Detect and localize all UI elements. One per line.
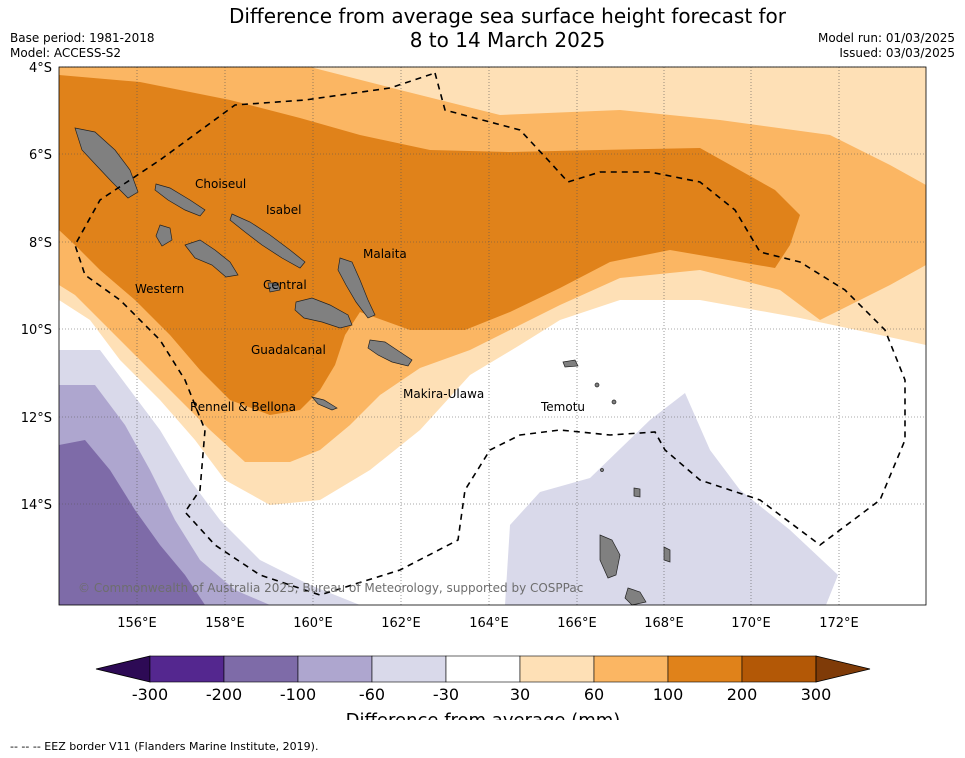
lat-label: 4°S	[29, 61, 52, 76]
colorbar-tick: 300	[801, 685, 832, 704]
colorbar-segment	[297, 655, 373, 683]
island-espiritu-santo	[599, 534, 621, 579]
colorbar-segment	[445, 655, 521, 683]
contour-neg-100-200	[59, 440, 205, 605]
lon-label: 160°E	[293, 616, 333, 631]
island-new-georgia	[184, 239, 239, 278]
latitude-labels: 4°S 6°S 8°S 10°S 12°S 14°S	[21, 61, 52, 513]
island-vanuatu-east	[663, 546, 671, 563]
colorbar-tick: -200	[206, 685, 242, 704]
model-name: Model: ACCESS-S2	[10, 46, 122, 60]
lat-label: 14°S	[21, 498, 52, 513]
lon-label: 162°E	[381, 616, 421, 631]
region-label-malaita: Malaita	[363, 247, 407, 261]
title-line-1: Difference from average sea surface heig…	[228, 4, 787, 28]
colorbar-tick: 100	[653, 685, 684, 704]
lon-label: 170°E	[731, 616, 771, 631]
colorbar-extend-high	[815, 655, 871, 683]
island-florida	[267, 282, 281, 293]
title-line-2: 8 to 14 March 2025	[409, 28, 606, 52]
island-small-3	[600, 468, 604, 472]
region-label-isabel: Isabel	[266, 203, 301, 217]
colorbar-tick: 30	[510, 685, 530, 704]
colorbar-tick: -100	[280, 685, 316, 704]
eez-footnote: -- -- -- EEZ border V11 (Flanders Marine…	[10, 740, 319, 753]
region-label-temotu: Temotu	[540, 400, 585, 414]
lon-label: 158°E	[205, 616, 245, 631]
island-small-1	[594, 382, 600, 388]
contour-layer	[59, 67, 926, 605]
lat-label: 10°S	[21, 323, 52, 338]
colorbar-tick: -300	[132, 685, 168, 704]
lat-label: 12°S	[21, 411, 52, 426]
colorbar-tick: 200	[727, 685, 758, 704]
colorbar-label: Difference from average (mm)	[346, 710, 621, 720]
lon-label: 164°E	[469, 616, 509, 631]
lon-label: 156°E	[117, 616, 157, 631]
island-isabel	[229, 213, 306, 269]
region-label-western: Western	[135, 282, 184, 296]
colorbar-segment	[223, 655, 299, 683]
island-small-2	[611, 399, 617, 405]
island-choiseul	[154, 183, 206, 217]
region-labels: Choiseul Isabel Malaita Western Central …	[135, 177, 585, 414]
island-makira	[367, 339, 413, 367]
base-period: Base period: 1981-2018	[10, 31, 155, 45]
lon-label: 172°E	[819, 616, 859, 631]
contour-neg-east	[505, 393, 838, 605]
colorbar-segment	[667, 655, 743, 683]
eez-border	[74, 71, 906, 596]
issued-date: Issued: 03/03/2025	[839, 46, 955, 60]
metadata-left: Base period: 1981-2018 Model: ACCESS-S2	[10, 31, 155, 61]
island-malaita	[337, 257, 376, 319]
island-santa-cruz	[562, 359, 579, 368]
map-title: Difference from average sea surface heig…	[150, 4, 865, 52]
island-vella	[155, 224, 173, 247]
colorbar-segment	[593, 655, 669, 683]
region-label-rennell-bellona: Rennell & Bellona	[190, 400, 296, 414]
colorbar-tick: -30	[433, 685, 459, 704]
lon-label: 166°E	[557, 616, 597, 631]
copyright-notice: © Commonwealth of Australia 2025, Bureau…	[78, 581, 583, 595]
colorbar-ticks: -300 -200 -100 -60 -30 30 60 100 200 300	[132, 685, 831, 704]
colorbar-segment	[149, 655, 225, 683]
region-label-choiseul: Choiseul	[195, 177, 246, 191]
metadata-right: Model run: 01/03/2025 Issued: 03/03/2025	[818, 31, 955, 61]
colorbar-extend-low	[95, 655, 151, 683]
region-label-guadalcanal: Guadalcanal	[251, 343, 326, 357]
colorbar	[95, 655, 871, 683]
land-masses	[74, 127, 671, 606]
colorbar-tick: 60	[584, 685, 604, 704]
region-label-central: Central	[263, 278, 307, 292]
longitude-labels: 156°E 158°E 160°E 162°E 164°E 166°E 168°…	[117, 616, 859, 631]
island-bougainville	[74, 127, 139, 199]
sea-level-map: 4°S 6°S 8°S 10°S 12°S 14°S 156°E 158°E 1…	[21, 61, 927, 720]
island-malekula	[624, 587, 647, 606]
colorbar-segment	[741, 655, 817, 683]
colorbar-segment	[519, 655, 595, 683]
model-run: Model run: 01/03/2025	[817, 31, 955, 45]
lat-label: 8°S	[29, 236, 52, 251]
lon-label: 168°E	[644, 616, 684, 631]
map-frame	[58, 66, 927, 606]
colorbar-segment	[371, 655, 447, 683]
island-guadalcanal	[294, 297, 353, 329]
lat-label: 6°S	[29, 148, 52, 163]
colorbar-tick: -60	[359, 685, 385, 704]
region-label-makira-ulawa: Makira-Ulawa	[403, 387, 484, 401]
contour-100-200	[59, 75, 800, 415]
island-vanuatu-north	[633, 487, 641, 498]
island-rennell	[311, 396, 338, 411]
